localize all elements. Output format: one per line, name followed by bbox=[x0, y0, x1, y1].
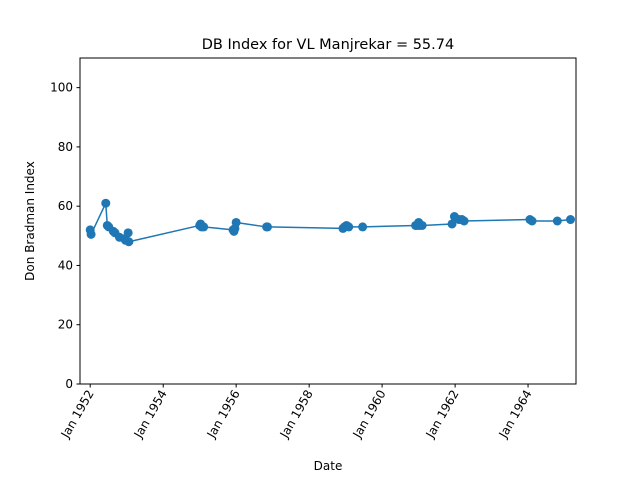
y-tick-label: 0 bbox=[65, 377, 73, 391]
data-point bbox=[447, 219, 457, 229]
data-point bbox=[263, 222, 273, 232]
data-point bbox=[459, 216, 469, 226]
data-point bbox=[199, 222, 209, 232]
y-tick-label: 20 bbox=[58, 318, 73, 332]
data-point bbox=[358, 222, 368, 232]
y-tick-label: 100 bbox=[50, 81, 73, 95]
data-point bbox=[566, 215, 576, 225]
data-point bbox=[124, 237, 134, 247]
series-layer bbox=[85, 198, 576, 247]
y-tick-label: 60 bbox=[58, 199, 73, 213]
x-axis-label: Date bbox=[314, 459, 343, 473]
data-point bbox=[552, 216, 562, 226]
chart-title: DB Index for VL Manjrekar = 55.74 bbox=[202, 37, 454, 53]
y-tick-label: 80 bbox=[58, 140, 73, 154]
data-point bbox=[123, 228, 133, 238]
data-point bbox=[527, 216, 537, 226]
y-axis-label: Don Bradman Index bbox=[23, 161, 37, 281]
data-point bbox=[417, 220, 427, 230]
y-tick-label: 40 bbox=[58, 258, 73, 272]
plot-frame bbox=[79, 57, 577, 385]
data-point bbox=[101, 198, 111, 208]
y-axis-ticks: 0 20 40 60 80 100 bbox=[50, 81, 80, 391]
data-point bbox=[86, 229, 96, 239]
data-point bbox=[231, 217, 241, 227]
data-point bbox=[344, 222, 354, 232]
